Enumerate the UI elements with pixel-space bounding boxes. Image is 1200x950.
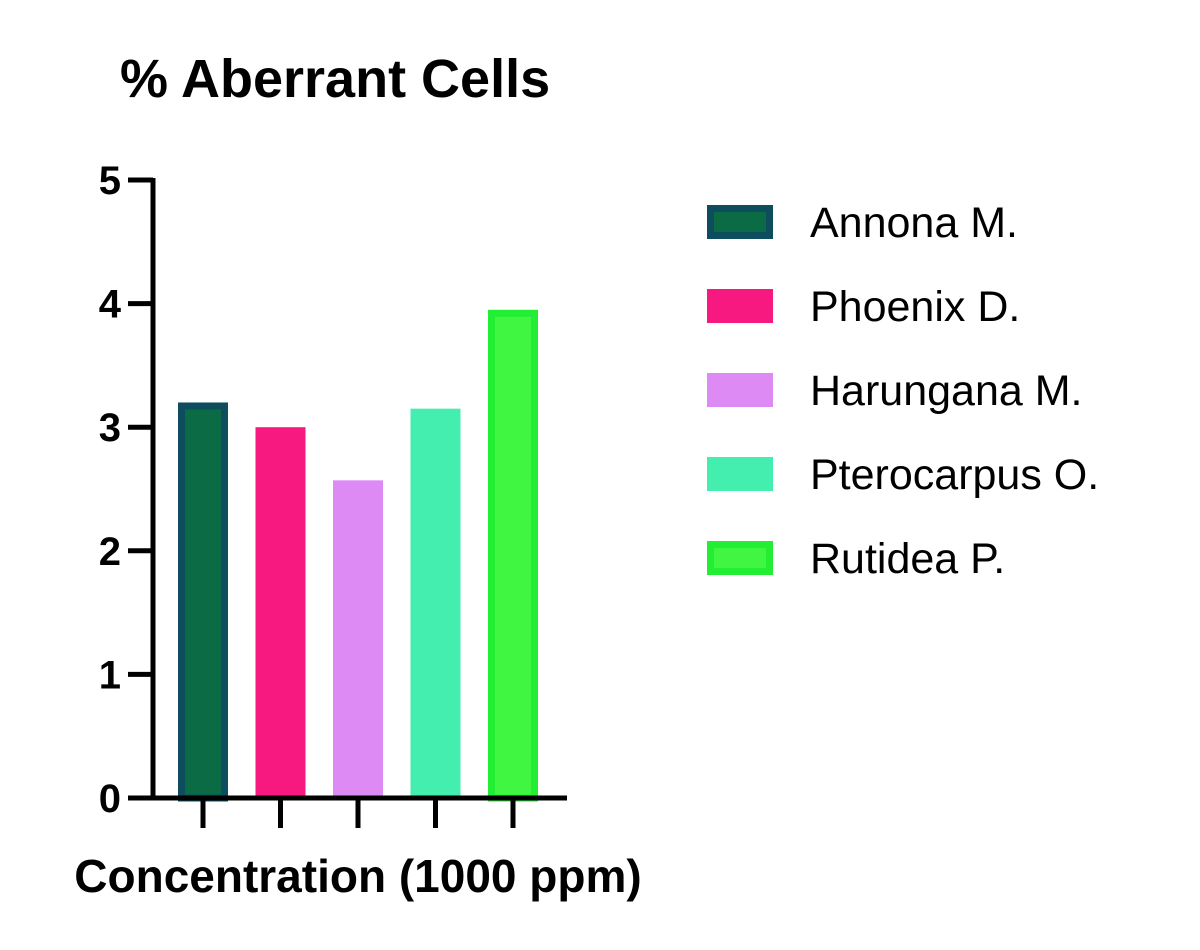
legend-swatch-2 <box>707 373 773 407</box>
bars-group <box>178 309 538 802</box>
bar-1 <box>255 427 306 798</box>
bar-4 <box>488 309 538 802</box>
legend-swatch-4 <box>707 541 773 575</box>
x-axis-label: Concentration (1000 ppm) <box>74 850 641 902</box>
bar-3 <box>410 408 461 798</box>
legend-label-1: Phoenix D. <box>810 283 1020 331</box>
y-tick-label: 2 <box>99 530 121 574</box>
legend-swatch-3 <box>707 457 773 491</box>
bar-0 <box>178 402 228 802</box>
y-tick-label: 3 <box>99 406 121 450</box>
legend: Annona M. Phoenix D. Harungana M. Pterocarp… <box>707 199 1099 583</box>
bar-2 <box>333 480 383 798</box>
legend-swatch-0 <box>707 205 773 239</box>
y-tick-label: 0 <box>99 777 121 821</box>
legend-label-2: Harungana M. <box>810 367 1083 415</box>
legend-swatch-1 <box>707 289 773 323</box>
legend-label-4: Rutidea P. <box>810 535 1005 583</box>
y-tick-label: 5 <box>99 159 121 203</box>
chart-title: % Aberrant Cells <box>120 49 550 109</box>
y-tick-label: 4 <box>99 283 122 327</box>
y-axis: 0 1 2 3 4 5 <box>99 159 156 821</box>
legend-label-0: Annona M. <box>810 199 1018 247</box>
legend-label-3: Pterocarpus O. <box>810 451 1099 499</box>
x-axis <box>150 795 567 828</box>
y-tick-label: 1 <box>99 653 121 697</box>
